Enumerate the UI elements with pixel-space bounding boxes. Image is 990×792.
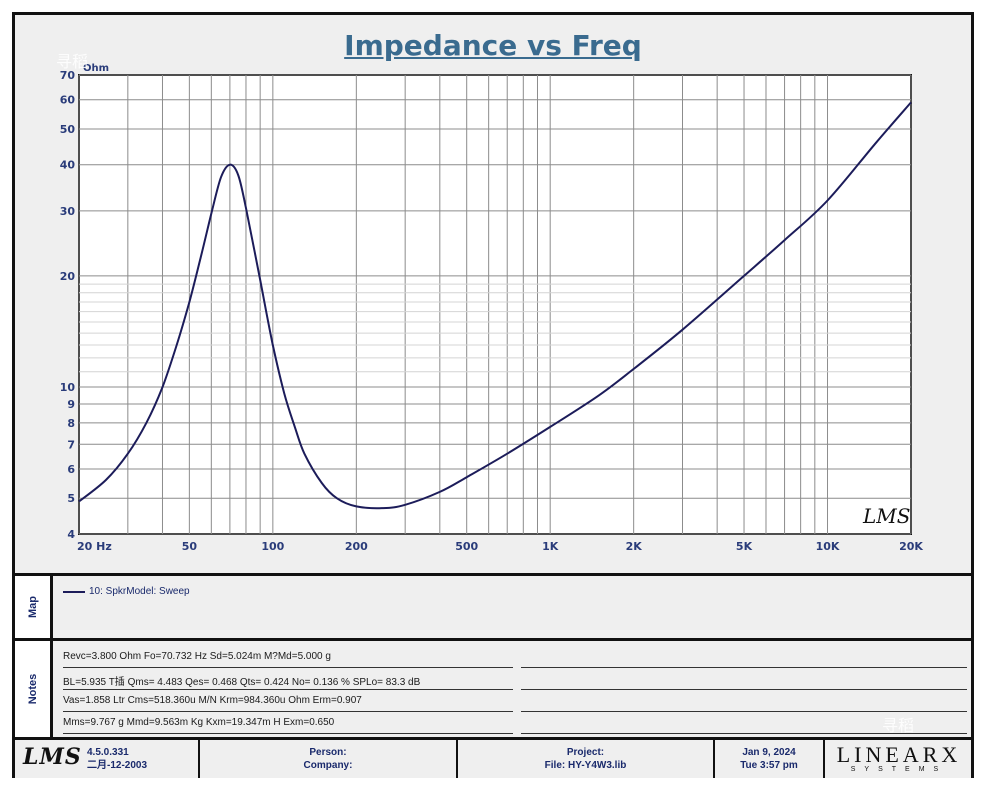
version-number: 4.5.0.331 (87, 747, 129, 758)
x-tick-label: 20 Hz (77, 540, 112, 553)
y-tick-label: 4 (67, 528, 75, 541)
y-axis-ticks: 4 5 6 7 8 9 10 20 30 40 50 60 70 (60, 69, 76, 541)
date-text: Jan 9, 2024 (742, 747, 796, 758)
y-tick-label: 5 (67, 492, 75, 505)
company-label: Company: (303, 760, 353, 771)
x-tick-label: 200 (345, 540, 368, 553)
linearx-subbrand: SYSTEMS (850, 766, 948, 773)
person-label: Person: (309, 747, 347, 758)
footer-date-cell: Jan 9, 2024 Tue 3:57 pm (715, 740, 825, 778)
plot-area (78, 74, 912, 535)
legend-line-swatch (63, 590, 85, 593)
note-blank-line (521, 651, 967, 668)
x-axis-ticks: 20 Hz 50 100 200 500 1K 2K 5K 10K 20K (77, 540, 923, 553)
separator (15, 638, 971, 641)
map-panel: Map 10: SpkrModel: Sweep (15, 576, 971, 638)
chart-title: Impedance vs Freq (344, 29, 642, 62)
version-block: 4.5.0.331 二月-12-2003 (87, 746, 147, 772)
note-blank-line (521, 673, 967, 690)
map-label: Map (26, 596, 39, 618)
y-tick-label: 20 (60, 270, 76, 283)
y-tick-label: 7 (67, 438, 75, 451)
footer-version-cell: LMS 4.5.0.331 二月-12-2003 (15, 740, 200, 778)
x-tick-label: 2K (626, 540, 643, 553)
grid-lines (78, 74, 912, 535)
notes-side-label: Notes (15, 641, 53, 737)
note-blank-line (521, 695, 967, 712)
lms-logo: LMS (23, 744, 82, 770)
x-tick-label: 20K (899, 540, 923, 553)
time-text: Tue 3:57 pm (740, 760, 798, 771)
watermark-top: 寻稻 (56, 52, 89, 71)
note-row: Vas=1.858 Ltr Cms=518.360u M/N Krm=984.3… (63, 695, 513, 712)
notes-label: Notes (26, 673, 39, 705)
file-label: File: HY-Y4W3.lib (544, 760, 627, 771)
notes-panel: Notes Revc=3.800 Ohm Fo=70.732 Hz Sd=5.0… (15, 641, 971, 737)
y-tick-label: 10 (60, 381, 76, 394)
y-tick-label: 50 (60, 123, 76, 136)
project-label: Project: (566, 747, 605, 758)
x-tick-label: 5K (736, 540, 753, 553)
x-tick-label: 50 (182, 540, 198, 553)
lms-plot-watermark: LMS (862, 504, 910, 528)
y-tick-label: 6 (67, 463, 75, 476)
report-frame: Impedance vs Freq 4 5 6 7 8 9 10 20 30 40 50 60 70 2… (12, 12, 974, 778)
watermark-bottom: 寻稻 (882, 716, 915, 735)
version-date: 二月-12-2003 (87, 760, 148, 771)
separator (15, 573, 971, 576)
footer: LMS 4.5.0.331 二月-12-2003 Person: Company… (15, 740, 971, 778)
separator (15, 737, 971, 740)
y-tick-label: 30 (60, 205, 76, 218)
note-blank-line (521, 717, 967, 734)
map-side-label: Map (15, 576, 53, 638)
linearx-logo: LINEARX SYSTEMS (827, 742, 971, 778)
y-tick-label: 40 (60, 159, 76, 172)
linearx-brand: LINEARX (836, 742, 962, 767)
y-axis-label: Ohm (83, 63, 109, 74)
chart-panel: Impedance vs Freq 4 5 6 7 8 9 10 20 30 40 50 60 70 2… (15, 15, 971, 573)
note-row: Mms=9.767 g Mmd=9.563m Kg Kxm=19.347m H … (63, 717, 513, 734)
x-tick-label: 500 (455, 540, 478, 553)
impedance-curve (78, 101, 912, 510)
y-tick-label: 70 (60, 69, 76, 82)
map-legend: 10: SpkrModel: Sweep (63, 586, 190, 597)
y-tick-label: 60 (60, 94, 76, 107)
x-tick-label: 1K (542, 540, 559, 553)
note-row: BL=5.935 T插 Qms= 4.483 Qes= 0.468 Qts= 0… (63, 673, 513, 690)
note-row: Revc=3.800 Ohm Fo=70.732 Hz Sd=5.024m M?… (63, 651, 513, 668)
footer-person-cell: Person: Company: (200, 740, 458, 778)
y-tick-label: 9 (67, 398, 75, 411)
x-tick-label: 10K (816, 540, 840, 553)
x-tick-label: 100 (261, 540, 284, 553)
footer-project-cell: Project: File: HY-Y4W3.lib (458, 740, 715, 778)
legend-entry: 10: SpkrModel: Sweep (89, 586, 190, 597)
y-tick-label: 8 (67, 417, 75, 430)
